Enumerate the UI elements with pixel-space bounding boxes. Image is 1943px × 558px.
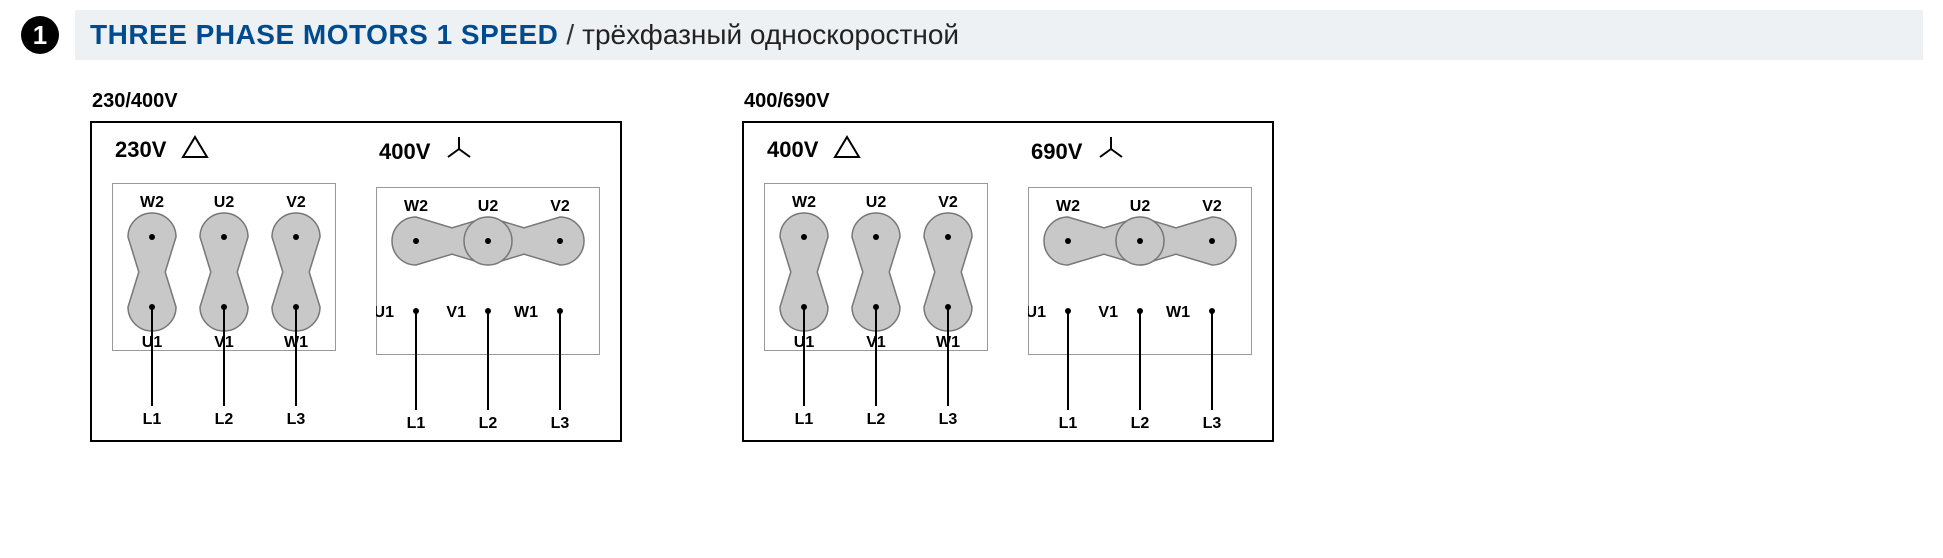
terminal-board: W2 U2 V2 U1 V1 W1 L1 L2 L3 bbox=[764, 183, 988, 436]
bullet-icon: 1 bbox=[20, 15, 60, 55]
panel-voltage: 400V bbox=[379, 139, 430, 165]
delta-icon bbox=[833, 135, 861, 159]
voltage-group: 230/400V 230V W2 U2 V2 U1 V1 W1 L1 L2 L3 400V W2 U1 L1… bbox=[90, 90, 622, 442]
group-label: 230/400V bbox=[92, 90, 622, 113]
delta-terminal-board: W2 U2 V2 U1 V1 W1 L1 L2 L3 bbox=[764, 183, 988, 431]
svg-text:U2: U2 bbox=[1130, 198, 1151, 215]
star-icon-wrap bbox=[445, 135, 473, 169]
svg-text:L2: L2 bbox=[479, 415, 498, 432]
panel-voltage: 690V bbox=[1031, 139, 1082, 165]
terminal-board: W2 U1 L1 U2 V1 L2 V2 W1 L3 bbox=[376, 187, 600, 440]
star-icon-wrap bbox=[1097, 135, 1125, 169]
svg-text:L1: L1 bbox=[795, 411, 814, 428]
svg-text:L1: L1 bbox=[143, 411, 162, 428]
panel-header: 230V bbox=[109, 135, 339, 165]
svg-text:U1: U1 bbox=[794, 334, 815, 351]
panel-header: 690V bbox=[1025, 135, 1255, 169]
delta-terminal-board: W2 U2 V2 U1 V1 W1 L1 L2 L3 bbox=[112, 183, 336, 431]
delta-icon bbox=[181, 135, 209, 159]
svg-text:V2: V2 bbox=[1202, 198, 1222, 215]
svg-text:L2: L2 bbox=[1131, 415, 1150, 432]
svg-text:L1: L1 bbox=[407, 415, 426, 432]
content-area: 230/400V 230V W2 U2 V2 U1 V1 W1 L1 L2 L3 400V W2 U1 L1… bbox=[0, 60, 1943, 462]
svg-text:W1: W1 bbox=[514, 304, 538, 321]
title-separator: / bbox=[566, 19, 574, 51]
svg-text:V2: V2 bbox=[550, 198, 570, 215]
svg-text:L3: L3 bbox=[287, 411, 306, 428]
star-icon bbox=[1097, 135, 1125, 163]
star-terminal-board: W2 U1 L1 U2 V1 L2 V2 W1 L3 bbox=[1028, 187, 1252, 435]
svg-text:U1: U1 bbox=[376, 304, 394, 321]
svg-text:V2: V2 bbox=[286, 194, 306, 211]
svg-text:L2: L2 bbox=[867, 411, 886, 428]
connection-panel: 400V W2 U1 L1 U2 V1 L2 V2 W1 L3 bbox=[376, 135, 600, 440]
svg-text:L2: L2 bbox=[215, 411, 234, 428]
svg-text:U1: U1 bbox=[142, 334, 163, 351]
connection-panel: 690V W2 U1 L1 U2 V1 L2 V2 W1 L3 bbox=[1028, 135, 1252, 440]
panel-voltage: 230V bbox=[115, 137, 166, 163]
svg-text:L3: L3 bbox=[1203, 415, 1222, 432]
svg-text:U2: U2 bbox=[866, 194, 887, 211]
title-ru: трёхфазный односкоростной bbox=[582, 19, 959, 51]
star-icon bbox=[445, 135, 473, 163]
svg-text:W2: W2 bbox=[792, 194, 816, 211]
bullet-number: 1 bbox=[33, 20, 47, 50]
panel-header: 400V bbox=[373, 135, 603, 169]
voltage-group: 400/690V 400V W2 U2 V2 U1 V1 W1 L1 L2 L3 690V W2 U1 L1… bbox=[742, 90, 1274, 442]
panel-header: 400V bbox=[761, 135, 991, 165]
svg-text:W2: W2 bbox=[404, 198, 428, 215]
svg-text:V1: V1 bbox=[1098, 304, 1118, 321]
svg-text:L1: L1 bbox=[1059, 415, 1078, 432]
header-row: 1 THREE PHASE MOTORS 1 SPEED / трёхфазны… bbox=[20, 10, 1923, 60]
delta-icon-wrap bbox=[833, 135, 861, 165]
group-label: 400/690V bbox=[744, 90, 1274, 113]
svg-text:V2: V2 bbox=[938, 194, 958, 211]
panel-voltage: 400V bbox=[767, 137, 818, 163]
svg-text:L3: L3 bbox=[939, 411, 958, 428]
title-en: THREE PHASE MOTORS 1 SPEED bbox=[90, 19, 558, 51]
svg-text:W2: W2 bbox=[140, 194, 164, 211]
svg-text:V1: V1 bbox=[866, 334, 886, 351]
svg-text:U2: U2 bbox=[478, 198, 499, 215]
star-terminal-board: W2 U1 L1 U2 V1 L2 V2 W1 L3 bbox=[376, 187, 600, 435]
svg-text:W2: W2 bbox=[1056, 198, 1080, 215]
svg-text:U2: U2 bbox=[214, 194, 235, 211]
connection-panel: 230V W2 U2 V2 U1 V1 W1 L1 L2 L3 bbox=[112, 135, 336, 440]
terminal-board: W2 U1 L1 U2 V1 L2 V2 W1 L3 bbox=[1028, 187, 1252, 440]
svg-text:W1: W1 bbox=[284, 334, 308, 351]
terminal-board: W2 U2 V2 U1 V1 W1 L1 L2 L3 bbox=[112, 183, 336, 436]
svg-text:U1: U1 bbox=[1028, 304, 1046, 321]
svg-text:L3: L3 bbox=[551, 415, 570, 432]
svg-text:V1: V1 bbox=[214, 334, 234, 351]
svg-text:V1: V1 bbox=[446, 304, 466, 321]
svg-text:W1: W1 bbox=[1166, 304, 1190, 321]
connection-panel: 400V W2 U2 V2 U1 V1 W1 L1 L2 L3 bbox=[764, 135, 988, 440]
connection-box: 230V W2 U2 V2 U1 V1 W1 L1 L2 L3 400V W2 U1 L1 U2 V1 L2 V2… bbox=[90, 121, 622, 442]
connection-box: 400V W2 U2 V2 U1 V1 W1 L1 L2 L3 690V W2 U1 L1 U2 V1 L2 V2… bbox=[742, 121, 1274, 442]
svg-text:W1: W1 bbox=[936, 334, 960, 351]
header-bar: THREE PHASE MOTORS 1 SPEED / трёхфазный … bbox=[75, 10, 1923, 60]
delta-icon-wrap bbox=[181, 135, 209, 165]
